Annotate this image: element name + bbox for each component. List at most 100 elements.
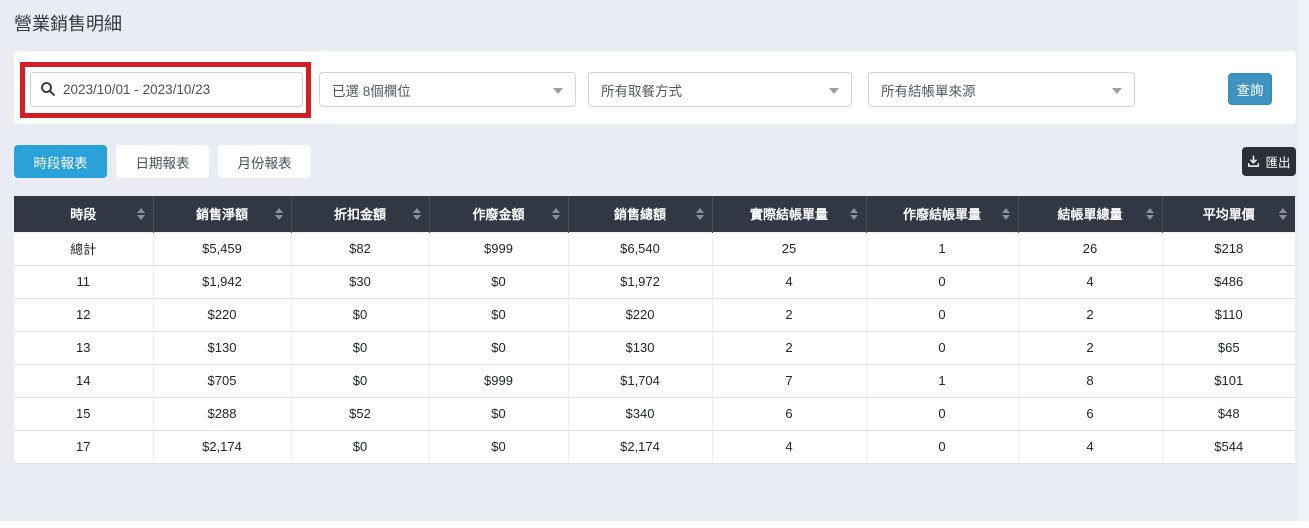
vertical-scrollbar-track[interactable] <box>1297 0 1309 521</box>
tab-1[interactable]: 時段報表 <box>14 145 107 178</box>
table-cell: $5,459 <box>152 231 292 266</box>
table-cell: 0 <box>865 429 1019 464</box>
sort-icon[interactable] <box>849 207 858 220</box>
table-cell: 8 <box>1017 363 1163 398</box>
columns-select-value: 已選 8個欄位 <box>332 83 411 99</box>
table-cell: 15 <box>14 396 154 431</box>
table-cell: $0 <box>290 363 430 398</box>
table-cell: 總計 <box>14 231 154 266</box>
date-range-field[interactable] <box>30 72 303 107</box>
table-cell: 7 <box>711 363 867 398</box>
table-row: 15 $288 $52 $0 $340 6 0 6 $48 <box>14 396 1295 431</box>
column-header-label: 作廢金額 <box>472 207 525 223</box>
receipt-source-select[interactable]: 所有結帳單來源 <box>868 72 1135 107</box>
sort-icon[interactable] <box>1145 207 1154 220</box>
table-cell: $130 <box>152 330 292 365</box>
pickup-method-select[interactable]: 所有取餐方式 <box>588 72 852 107</box>
table-row: 12 $220 $0 $0 $220 2 0 2 $110 <box>14 297 1295 332</box>
sort-icon[interactable] <box>1001 207 1010 220</box>
table-cell: 2 <box>1017 330 1163 365</box>
table-cell: $1,942 <box>152 264 292 299</box>
sort-icon[interactable] <box>412 207 421 220</box>
column-header[interactable]: 作廢金額 <box>429 196 569 232</box>
column-header[interactable]: 平均單價 <box>1162 196 1295 232</box>
table-cell: $218 <box>1161 231 1295 266</box>
table-cell: 2 <box>1017 297 1163 332</box>
query-button[interactable]: 查詢 <box>1228 73 1272 105</box>
table-cell: $340 <box>567 396 713 431</box>
table-header-row: 時段 銷售淨額 折扣金額 作廢金額 銷售總額 實際結帳單量 作廢結帳單量 結帳單總量 平均單價 <box>14 196 1295 232</box>
column-header[interactable]: 折扣金額 <box>291 196 430 232</box>
table-row: 14 $705 $0 $999 $1,704 7 1 8 $101 <box>14 363 1295 398</box>
table-cell: $705 <box>152 363 292 398</box>
table-cell: 13 <box>14 330 154 365</box>
column-header[interactable]: 作廢結帳單量 <box>866 196 1019 232</box>
table-row: 總計 $5,459 $82 $999 $6,540 25 1 26 $218 <box>14 231 1295 266</box>
table-cell: $1,704 <box>567 363 713 398</box>
table-cell: $52 <box>290 396 430 431</box>
table-cell: 17 <box>14 429 154 464</box>
table-cell: $0 <box>428 297 569 332</box>
table-cell: $0 <box>290 429 430 464</box>
chevron-down-icon <box>829 88 839 94</box>
table-cell: 26 <box>1017 231 1163 266</box>
table-cell: 0 <box>865 330 1019 365</box>
table-cell: 4 <box>1017 429 1163 464</box>
table-cell: $130 <box>567 330 713 365</box>
chevron-down-icon <box>1112 88 1122 94</box>
table-cell: $48 <box>1161 396 1295 431</box>
column-header[interactable]: 銷售淨額 <box>153 196 292 232</box>
column-header-label: 銷售總額 <box>613 207 666 223</box>
column-header[interactable]: 時段 <box>14 196 154 232</box>
sort-icon[interactable] <box>551 207 560 220</box>
column-header-label: 結帳單總量 <box>1057 207 1123 223</box>
table-cell: 0 <box>865 264 1019 299</box>
tab-2[interactable]: 日期報表 <box>116 145 209 178</box>
table-cell: 4 <box>711 429 867 464</box>
table-cell: $1,972 <box>567 264 713 299</box>
table-cell: 2 <box>711 297 867 332</box>
table-cell: $0 <box>290 330 430 365</box>
table-cell: 4 <box>711 264 867 299</box>
tab-3[interactable]: 月份報表 <box>218 145 311 178</box>
columns-select[interactable]: 已選 8個欄位 <box>319 72 576 107</box>
table-cell: $0 <box>428 264 569 299</box>
sort-icon[interactable] <box>695 207 704 220</box>
column-header[interactable]: 銷售總額 <box>568 196 713 232</box>
table-cell: $999 <box>428 231 569 266</box>
chevron-down-icon <box>553 88 563 94</box>
search-icon <box>41 82 55 96</box>
table-cell: 2 <box>711 330 867 365</box>
table-cell: $0 <box>428 429 569 464</box>
sort-icon[interactable] <box>274 207 283 220</box>
table-row: 17 $2,174 $0 $0 $2,174 4 0 4 $544 <box>14 429 1295 464</box>
sort-icon[interactable] <box>1279 207 1287 220</box>
export-button-label: 匯出 <box>1265 156 1291 170</box>
table-cell: $0 <box>428 330 569 365</box>
sales-report-table: 時段 銷售淨額 折扣金額 作廢金額 銷售總額 實際結帳單量 作廢結帳單量 結帳單總量 平均單價 … <box>14 196 1295 464</box>
table-cell: $101 <box>1161 363 1295 398</box>
column-header-label: 實際結帳單量 <box>749 207 828 223</box>
column-header-label: 時段 <box>70 207 97 223</box>
table-cell: $220 <box>567 297 713 332</box>
table-cell: $30 <box>290 264 430 299</box>
table-cell: $2,174 <box>567 429 713 464</box>
horizontal-scrollbar-track[interactable] <box>0 521 1309 528</box>
column-header-label: 銷售淨額 <box>195 207 248 223</box>
sort-icon[interactable] <box>136 207 145 220</box>
date-range-input[interactable] <box>30 72 303 107</box>
table-cell: 6 <box>1017 396 1163 431</box>
column-header-label: 平均單價 <box>1202 207 1255 223</box>
column-header[interactable]: 實際結帳單量 <box>712 196 867 232</box>
receipt-source-select-value: 所有結帳單來源 <box>881 83 976 99</box>
page-title: 營業銷售明細 <box>14 14 122 34</box>
table-row: 13 $130 $0 $0 $130 2 0 2 $65 <box>14 330 1295 365</box>
table-cell: $6,540 <box>567 231 713 266</box>
table-cell: $999 <box>428 363 569 398</box>
table-cell: $0 <box>428 396 569 431</box>
table-cell: 4 <box>1017 264 1163 299</box>
export-button[interactable]: 匯出 <box>1242 147 1296 176</box>
table-cell: $82 <box>290 231 430 266</box>
column-header[interactable]: 結帳單總量 <box>1018 196 1163 232</box>
